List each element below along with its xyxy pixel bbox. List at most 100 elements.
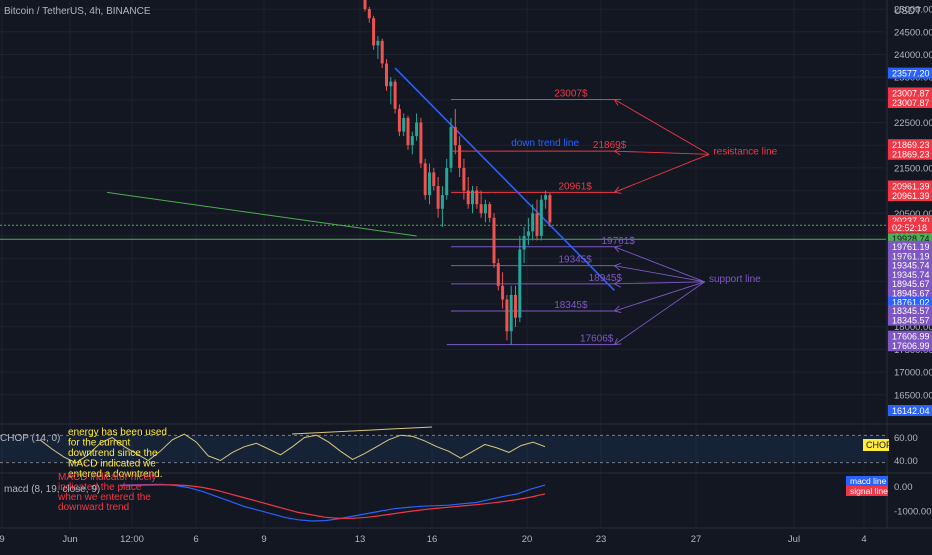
callout-arrow [614,281,705,311]
macd-annotation-line: MACD indicator nicely [58,472,156,483]
candle-body [453,127,457,146]
candle-body [372,18,376,46]
macd-tick-label: 0.00 [894,482,913,493]
candle-body [436,186,440,209]
price-tag [888,190,932,202]
price-tag [888,139,932,151]
price-tick-label: 17000.00 [894,368,932,379]
candle-body [479,204,483,214]
candle-body [380,40,384,64]
price-tag-label: 18945.67 [892,288,930,298]
time-tick-label: 20 [522,534,533,545]
price-tag [888,296,932,308]
callout-arrow [614,153,710,192]
macd-tick-label: -1000.00 [894,507,932,518]
price-tag [888,405,932,417]
macd-line [119,483,546,522]
price-tag-label: 18345.57 [892,306,930,316]
price-tag [888,87,932,99]
price-tag-label: 19345.74 [892,270,930,280]
green-slope-line [106,191,417,237]
level-label: 21869$ [593,140,627,151]
price-tag [888,277,932,289]
price-tag-label: 02:52:18 [892,223,927,233]
price-tag [888,233,932,245]
candle-body [522,235,526,250]
price-tick-label: 16500.00 [894,390,932,401]
candle-body [393,81,397,109]
chart-annotation: resistance line [713,146,777,157]
candle-body [475,190,479,205]
price-tag-label: 21869.23 [892,140,930,150]
candle-body [548,195,552,223]
candle-body [492,217,496,264]
candle-body [376,40,380,46]
macd-annotation-line: downward trend [58,502,129,513]
candle-body [535,213,539,236]
candle-body [518,249,522,318]
price-tag-label: 16142.04 [892,406,930,416]
chart-annotation: support line [709,274,761,285]
macd-legend-tag [846,476,888,486]
price-tag [888,314,932,326]
currency-label: USDT [894,6,922,17]
candle-body [385,63,388,87]
callout-arrow [614,281,705,345]
price-tag [888,305,932,317]
chop-line [39,433,546,464]
time-tick-label: 23 [596,534,607,545]
level-label: 19345$ [559,255,593,266]
candle-body [466,190,470,205]
level-label: 20961$ [559,181,593,192]
price-tag [888,259,932,271]
candle-body [462,167,466,191]
price-tag-label: 19761.19 [892,242,930,252]
candle-body [483,204,487,214]
candle-body [526,231,530,236]
chop-annotation-line: for the current [68,438,130,449]
time-tick-label: 4 [861,534,866,545]
time-tick-label: 13 [355,534,366,545]
price-tag-label: 19928.74 [892,234,930,244]
candle-body [428,172,431,196]
callout-arrow [614,282,705,284]
candle-body [419,122,423,164]
price-tag-label: 18945.67 [892,279,930,289]
macd-legend-tag [846,486,888,496]
price-tag-label: 23007.87 [892,98,930,108]
price-tag [888,287,932,299]
candle-body [514,294,517,318]
chop-badge [863,439,889,451]
callout-arrow [614,151,710,154]
candle-body [410,136,414,146]
candle-body [539,199,543,236]
macd-legend-label: signal line [850,486,888,496]
price-tag [888,269,932,281]
time-tick-label: 9 [261,534,266,545]
candle-body [531,213,535,232]
price-tag [888,97,932,109]
candle-body [471,190,474,205]
candle-body [488,204,492,218]
symbol-title: Bitcoin / TetherUS, 4h, BINANCE [4,6,151,17]
chop-annotation-line: MACD indicated we [68,459,156,470]
price-tick-label: 22500.00 [894,118,932,129]
candle-body [397,108,401,132]
candle-body [402,117,406,132]
price-tag-label: 19345.74 [892,261,930,271]
chop-badge-label: CHOP [866,440,892,450]
level-label: 23007$ [554,89,588,100]
price-tag-label: 21869.23 [892,150,930,160]
price-tick-label: 24000.00 [894,50,932,61]
price-tag [888,180,932,192]
price-tag-label: 20237.30 [892,216,930,226]
price-tag-label: 23577.20 [892,69,930,79]
chop-annotation-line: downtrend since the [68,448,158,459]
candle-body [501,285,505,300]
time-tick-label: 9 [0,534,5,545]
candle-body [449,127,453,168]
time-tick-label: 27 [691,534,702,545]
